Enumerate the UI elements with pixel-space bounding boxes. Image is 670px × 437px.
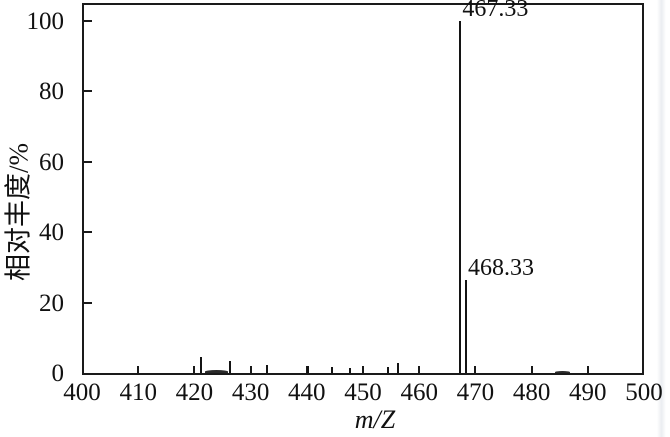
peak-label: 467.33 [462,0,529,22]
y-tick-label: 0 [51,360,65,387]
x-axis-label: m/Z [354,405,396,434]
x-axis-tick [362,366,364,373]
x-tick-label: 400 [63,379,101,406]
x-tick-label: 440 [288,379,326,406]
spectrum-peak [228,361,231,373]
y-axis-tick [84,160,92,163]
peak-label: 468.33 [468,255,534,282]
spectrum-peak [465,280,467,373]
spectrum-peak [387,367,390,373]
x-tick-label: 480 [512,379,551,406]
x-axis-tick [249,366,252,373]
x-tick-label: 490 [569,379,607,406]
y-tick-label: 40 [39,219,64,247]
spectrum-peak [349,368,352,373]
y-axis-tick [84,231,92,234]
x-tick-label: 450 [344,379,382,406]
x-tick-label: 460 [400,379,438,406]
y-axis-tick [84,20,92,22]
y-tick-label: 100 [26,8,65,35]
x-tick-label: 410 [119,379,157,406]
x-tick-label: 420 [175,379,214,406]
y-tick-label: 80 [39,78,64,106]
spectrum-peak [265,365,268,373]
spectrum-peak [459,21,462,373]
x-axis-tick [530,366,533,373]
y-axis-tick [84,301,92,304]
baseline-hump [555,370,570,373]
spectrum-peak [200,357,203,373]
y-tick-label: 20 [39,289,64,317]
plot-area [82,3,644,375]
spectrum-peak [397,363,400,373]
x-tick-label: 430 [231,379,270,406]
scan-edge-artifact [657,0,666,437]
x-axis-tick [137,366,140,373]
y-axis-tick [84,90,92,93]
x-axis-tick [474,366,477,373]
baseline-hump [204,369,229,373]
x-tick-label: 500 [625,379,663,406]
spectrum-peak [307,365,310,373]
x-tick-label: 470 [456,379,495,406]
x-axis-tick [305,366,308,373]
x-axis-tick [418,366,421,373]
x-axis-tick [193,366,196,373]
y-tick-label: 60 [39,148,64,176]
spectrum-peak [331,367,334,373]
x-axis-tick [586,366,589,373]
